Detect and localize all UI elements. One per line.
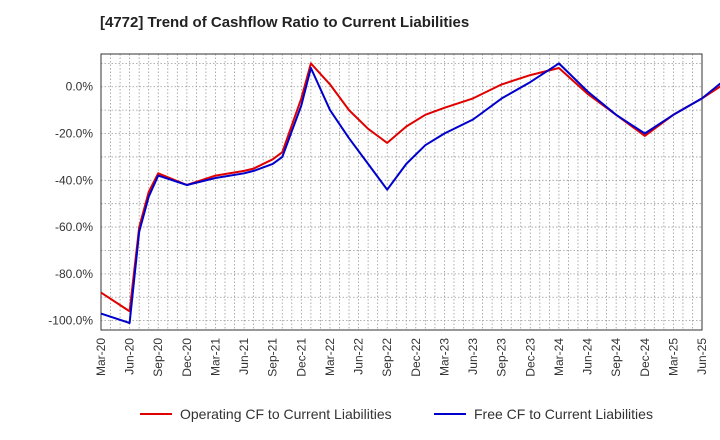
x-tick-label: Sep-20 <box>151 338 165 377</box>
y-tick-label: -100.0% <box>48 314 93 328</box>
x-tick-label: Jun-21 <box>237 338 251 375</box>
y-tick-label: -20.0% <box>55 127 93 141</box>
legend-label-2: Free CF to Current Liabilities <box>474 406 653 422</box>
x-tick-label: Jun-25 <box>695 338 709 375</box>
x-tick-label: Dec-21 <box>294 338 308 377</box>
x-tick-label: Jun-20 <box>123 338 137 375</box>
x-tick-label: Jun-24 <box>581 338 595 375</box>
x-tick-label: Sep-24 <box>609 338 623 377</box>
y-tick-label: -60.0% <box>55 220 93 234</box>
x-tick-label: Jun-23 <box>466 338 480 375</box>
x-tick-label: Sep-22 <box>380 338 394 377</box>
x-tick-label: Dec-20 <box>180 338 194 377</box>
y-tick-label: -80.0% <box>55 267 93 281</box>
series-line-2 <box>100 62 720 324</box>
x-tick-label: Dec-24 <box>638 338 652 377</box>
x-tick-label: Sep-23 <box>495 338 509 377</box>
plot-border <box>100 53 703 331</box>
x-tick-label: Dec-23 <box>523 338 537 377</box>
x-tick-label: Mar-22 <box>323 338 337 376</box>
x-tick-label: Mar-25 <box>666 338 680 376</box>
y-tick-label: 0.0% <box>66 80 94 94</box>
x-tick-label: Mar-20 <box>94 338 108 376</box>
x-tick-label: Mar-21 <box>208 338 222 376</box>
chart-title: [4772] Trend of Cashflow Ratio to Curren… <box>100 14 470 31</box>
x-tick-label: Dec-22 <box>409 338 423 377</box>
legend-label-1: Operating CF to Current Liabilities <box>180 406 392 422</box>
x-tick-label: Jun-22 <box>352 338 366 375</box>
plot-area <box>101 54 702 330</box>
x-tick-label: Mar-24 <box>552 338 566 376</box>
x-tick-label: Sep-21 <box>266 338 280 377</box>
y-tick-label: -40.0% <box>55 173 93 187</box>
x-tick-label: Mar-23 <box>437 338 451 376</box>
